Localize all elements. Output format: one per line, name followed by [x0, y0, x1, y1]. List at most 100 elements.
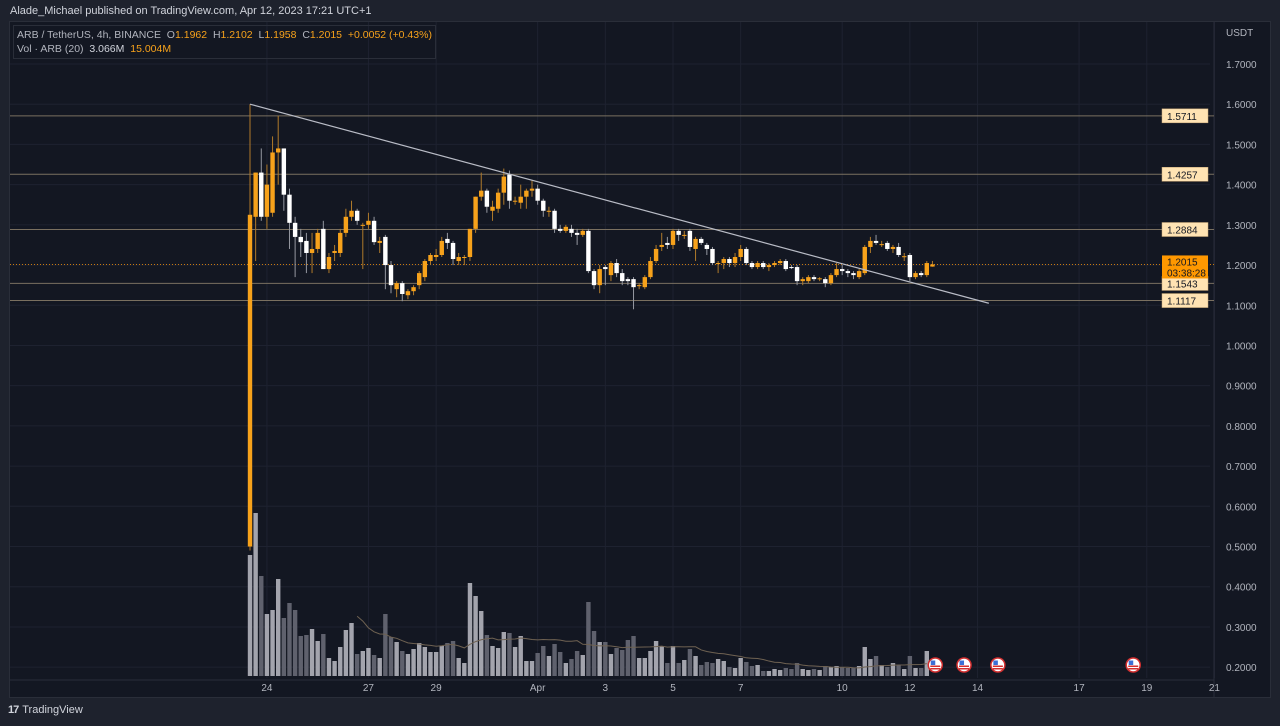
candle-body	[856, 271, 862, 278]
candle-body	[749, 263, 755, 268]
candle	[298, 228, 303, 258]
volume-bar	[653, 641, 659, 676]
candle-body	[789, 267, 794, 269]
candle-body	[817, 278, 822, 280]
volume-bar	[715, 659, 721, 676]
x-tick-label: 17	[1074, 683, 1086, 694]
candle-body	[580, 230, 585, 235]
candle-body	[321, 228, 326, 270]
volume-ma-value: 15.004M	[130, 43, 172, 55]
candle-body	[653, 248, 659, 262]
volume-bar	[902, 669, 907, 676]
candle	[462, 254, 467, 266]
x-tick-label: Apr	[530, 683, 546, 694]
candle	[670, 228, 676, 249]
us-flag-icon[interactable]	[1125, 657, 1141, 673]
candle-body	[682, 234, 687, 236]
y-tick-label: 1.5000	[1226, 140, 1257, 151]
level-price-label: 1.1117	[1161, 293, 1209, 308]
volume-bar	[648, 651, 653, 676]
volume-bar	[467, 583, 473, 676]
level-label-text: 1.1543	[1167, 279, 1198, 290]
y-tick-label: 1.6000	[1226, 100, 1257, 111]
candle	[687, 228, 693, 251]
countdown-text: 03:38:28	[1167, 268, 1206, 279]
candle	[800, 277, 805, 286]
us-flag-icon[interactable]	[990, 657, 1006, 673]
candle	[439, 236, 444, 258]
candle	[879, 240, 884, 247]
candle	[354, 208, 360, 225]
volume-bar	[501, 632, 506, 676]
candle-body	[304, 240, 309, 253]
candle-body	[552, 210, 557, 229]
candle-body	[473, 196, 478, 229]
last-price-text: 1.2015	[1167, 257, 1198, 268]
volume-bar	[422, 647, 428, 676]
candle-body	[371, 220, 377, 243]
x-tick-label: 29	[431, 683, 443, 694]
volume-bar	[507, 633, 512, 676]
volume-bar	[247, 555, 253, 676]
candle	[552, 208, 557, 233]
candle	[676, 228, 681, 241]
volume-bar	[270, 610, 275, 676]
candle	[885, 240, 890, 251]
volume-bar	[281, 618, 287, 676]
y-tick-label: 0.5000	[1226, 543, 1257, 554]
candle	[777, 259, 783, 266]
candle	[665, 236, 670, 249]
candle	[360, 222, 365, 270]
candle-body	[862, 246, 867, 274]
us-flag-icon[interactable]	[927, 657, 944, 673]
candle	[648, 257, 653, 280]
candle	[817, 277, 822, 282]
candle-body	[642, 277, 647, 288]
candle	[304, 232, 309, 274]
candle	[394, 281, 399, 298]
candle-body	[400, 283, 405, 295]
y-tick-label: 0.7000	[1226, 462, 1257, 473]
volume-bar	[676, 663, 681, 676]
candle	[507, 170, 512, 209]
candle-body	[823, 279, 828, 284]
volume-label[interactable]: Vol · ARB (20)	[17, 43, 84, 55]
candle-body	[744, 248, 749, 264]
volume-bar	[338, 647, 343, 676]
y-tick-label: 1.0000	[1226, 341, 1257, 352]
candle-body	[879, 244, 884, 246]
candle	[428, 252, 433, 266]
volume-bar	[490, 646, 495, 676]
candle	[693, 236, 698, 262]
candle	[766, 263, 772, 272]
candle	[456, 252, 461, 266]
candle-body	[614, 263, 619, 274]
volume-bar	[783, 668, 788, 676]
volume-bar	[366, 648, 371, 676]
volume-bar	[541, 646, 546, 676]
candle	[608, 261, 614, 282]
symbol-label[interactable]: ARB / TetherUS, 4h, BINANCE	[17, 29, 161, 41]
candle	[450, 240, 456, 266]
candle-body	[699, 238, 704, 243]
candle	[806, 275, 811, 284]
low-value: 1.1958	[264, 29, 297, 41]
y-tick-label: 1.1000	[1226, 301, 1257, 312]
volume-bar	[885, 667, 890, 676]
tradingview-logo-icon[interactable]: 17	[8, 704, 19, 716]
us-flag-icon[interactable]	[956, 657, 972, 673]
candle-body	[625, 279, 631, 282]
candle	[699, 236, 704, 245]
candle-body	[648, 261, 653, 278]
candle-body	[890, 246, 896, 249]
tradingview-brand[interactable]: TradingView	[22, 704, 83, 716]
candle-body	[388, 265, 394, 286]
candle	[411, 285, 416, 296]
candle	[292, 216, 298, 278]
y-tick-label: 1.7000	[1226, 60, 1257, 71]
volume-bar	[298, 636, 303, 676]
volume-bar	[789, 669, 794, 676]
candle	[495, 188, 501, 213]
